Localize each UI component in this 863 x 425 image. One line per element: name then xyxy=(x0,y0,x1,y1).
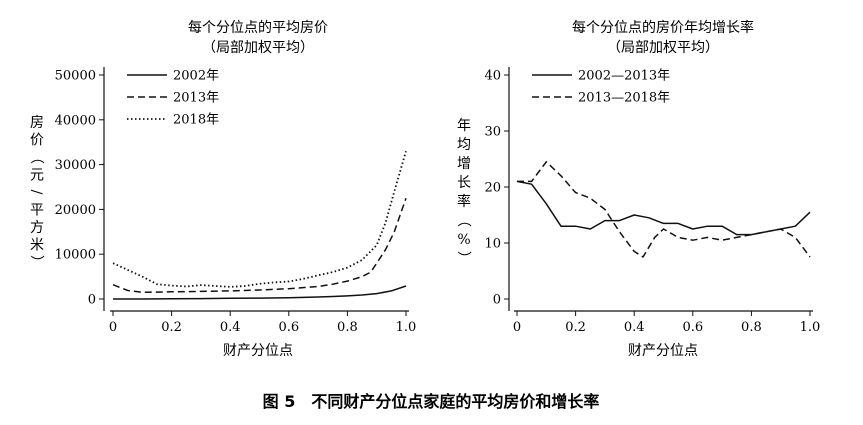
legend-label-3: 2018年 xyxy=(173,113,219,128)
y-label-glyph: % xyxy=(457,232,470,248)
chart-right-y-ticks: 0 10 20 30 40 xyxy=(484,69,509,308)
y-tick-label: 0 xyxy=(493,293,501,308)
chart-left-title: 每个分位点的平均房价 xyxy=(188,20,328,36)
y-label-glyph: 平 xyxy=(30,203,44,219)
series-line-2 xyxy=(517,161,811,258)
x-tick-label: 0.4 xyxy=(220,320,241,335)
y-tick-label: 30000 xyxy=(55,158,96,173)
y-tick-label: 50000 xyxy=(55,69,96,84)
chart-left-x-label: 财产分位点 xyxy=(223,343,293,359)
series-line-2 xyxy=(112,197,407,294)
chart-right-subtitle: （局部加权平均） xyxy=(607,40,719,56)
chart-right-y-label: 年均增长率 （% ） xyxy=(455,118,471,265)
chart-left-subtitle: （局部加权平均） xyxy=(202,40,314,56)
legend-label-2: 2013年 xyxy=(173,91,219,106)
x-tick-label: 0.4 xyxy=(624,320,645,335)
x-tick-label: 0.2 xyxy=(161,320,182,335)
series-line-1 xyxy=(113,285,407,300)
y-label-glyph: ） xyxy=(455,251,471,265)
x-tick-label: 0.2 xyxy=(565,320,586,335)
y-label-glyph: 房 xyxy=(30,115,44,131)
x-tick-label: 0.6 xyxy=(278,320,299,335)
x-tick-label: 0 xyxy=(109,320,117,335)
y-tick-label: 30 xyxy=(484,125,501,140)
y-tick-label: 0 xyxy=(88,293,96,308)
chart-right-x-label: 财产分位点 xyxy=(628,343,698,359)
chart-right-x-ticks: 0 0.2 0.4 0.6 0.8 1.0 xyxy=(513,311,820,335)
y-label-glyph: 价 xyxy=(30,133,44,149)
y-label-glyph: / xyxy=(28,190,44,195)
y-label-glyph: ） xyxy=(28,255,44,269)
chart-left: 每个分位点的平均房价 （局部加权平均） 0 10000 20000 30000 4000… xyxy=(28,20,416,359)
chart-left-y-ticks: 0 10000 20000 30000 40000 50000 xyxy=(55,69,104,308)
y-label-glyph: 增 xyxy=(457,156,471,172)
y-tick-label: 10 xyxy=(484,237,501,252)
series-line-1 xyxy=(516,180,811,236)
chart-left-legend: 2002年 2013年 2018年 xyxy=(127,69,219,128)
chart-right-series xyxy=(516,161,811,258)
chart-left-y-label: 房价（ 元 / 平方米） xyxy=(28,115,44,269)
legend-label-1: 2002—2013年 xyxy=(578,69,670,84)
y-label-glyph: 年 xyxy=(457,118,471,134)
x-tick-label: 1.0 xyxy=(396,320,417,335)
y-label-glyph: 方 xyxy=(30,220,44,236)
legend-label-2: 2013—2018年 xyxy=(578,91,670,106)
chart-right-axes xyxy=(508,67,813,312)
chart-right-title: 每个分位点的房价年均增长率 xyxy=(572,19,754,36)
y-tick-label: 20000 xyxy=(55,203,96,218)
y-tick-label: 20 xyxy=(484,181,501,196)
x-tick-label: 0.6 xyxy=(682,320,703,335)
y-label-glyph: 元 xyxy=(30,168,44,184)
x-tick-label: 0.8 xyxy=(337,320,358,335)
x-tick-label: 0.8 xyxy=(741,320,762,335)
y-tick-label: 40 xyxy=(484,69,501,84)
y-label-glyph: 均 xyxy=(457,137,471,153)
y-label-glyph: 长 xyxy=(457,175,471,191)
series-line-3 xyxy=(112,150,407,288)
x-tick-label: 0 xyxy=(513,320,521,335)
y-label-glyph: 米 xyxy=(30,238,44,254)
chart-right-legend: 2002—2013年 2013—2018年 xyxy=(532,69,670,106)
legend-label-1: 2002年 xyxy=(173,69,219,84)
chart-left-x-ticks: 0 0.2 0.4 0.6 0.8 1.0 xyxy=(109,311,416,335)
chart-right: 每个分位点的房价年均增长率 （局部加权平均） 0 10 20 30 40 0 0.2 0.4… xyxy=(455,19,820,359)
y-label-glyph: 率 xyxy=(457,193,471,210)
chart-left-series xyxy=(112,150,407,300)
y-label-glyph: （ xyxy=(455,213,471,227)
figure-caption: 图 5 不同财产分位点家庭的平均房价和增长率 xyxy=(263,392,600,411)
chart-left-axes xyxy=(103,67,409,312)
x-tick-label: 1.0 xyxy=(800,320,821,335)
y-tick-label: 40000 xyxy=(55,113,96,128)
y-label-glyph: （ xyxy=(28,150,44,164)
y-tick-label: 10000 xyxy=(55,248,96,263)
